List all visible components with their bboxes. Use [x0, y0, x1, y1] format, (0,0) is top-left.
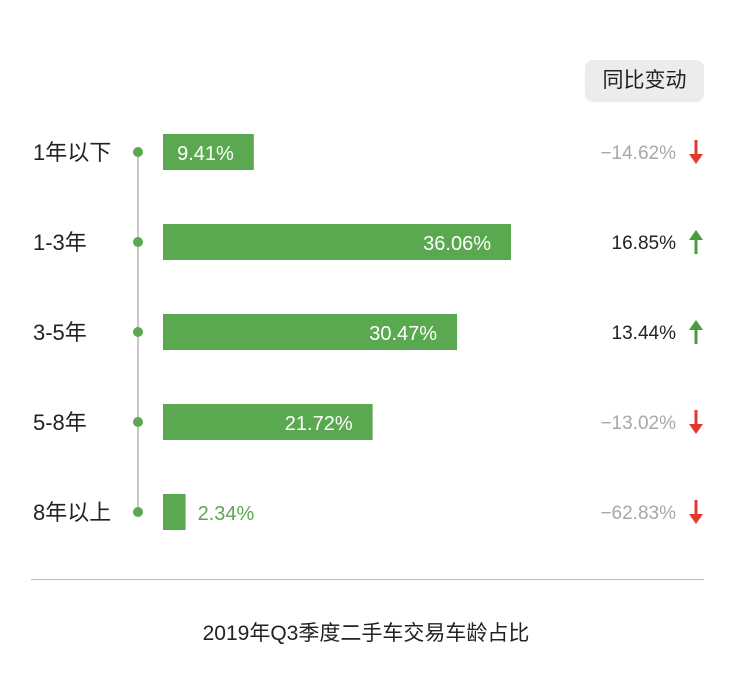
bar-value-label: 2.34% [198, 503, 255, 525]
arrow-down-icon [689, 500, 703, 524]
axis-dot [133, 417, 143, 427]
yoy-change-label: 16.85% [612, 233, 677, 254]
category-label: 8年以上 [33, 500, 111, 525]
bar [163, 134, 254, 170]
yoy-change-label: 13.44% [612, 323, 677, 344]
chart-title: 2019年Q3季度二手车交易车龄占比 [202, 622, 530, 645]
bar-value-label: 9.41% [177, 143, 234, 165]
change-header-badge: 同比变动 [585, 60, 704, 102]
divider [31, 579, 704, 580]
category-label: 1-3年 [33, 230, 87, 255]
yoy-change-label: −62.83% [600, 503, 676, 524]
arrow-up-icon [689, 230, 703, 254]
bar [163, 224, 511, 260]
bar [163, 314, 458, 350]
category-label: 3-5年 [33, 320, 87, 345]
bar-value-label: 36.06% [423, 233, 491, 255]
bar-value-label: 21.72% [285, 413, 353, 435]
yoy-change-label: −14.62% [600, 143, 676, 164]
bar-value-label: 30.47% [369, 323, 437, 345]
axis-dot [133, 327, 143, 337]
axis-dot [133, 147, 143, 157]
axis-dot [133, 237, 143, 247]
category-label: 5-8年 [33, 410, 87, 435]
axis-dot [133, 507, 143, 517]
arrow-up-icon [689, 320, 703, 344]
bar [163, 404, 373, 440]
yoy-change-label: −13.02% [600, 413, 676, 434]
arrow-down-icon [689, 140, 703, 164]
bar [163, 494, 186, 530]
arrow-down-icon [689, 410, 703, 434]
category-label: 1年以下 [33, 140, 111, 165]
